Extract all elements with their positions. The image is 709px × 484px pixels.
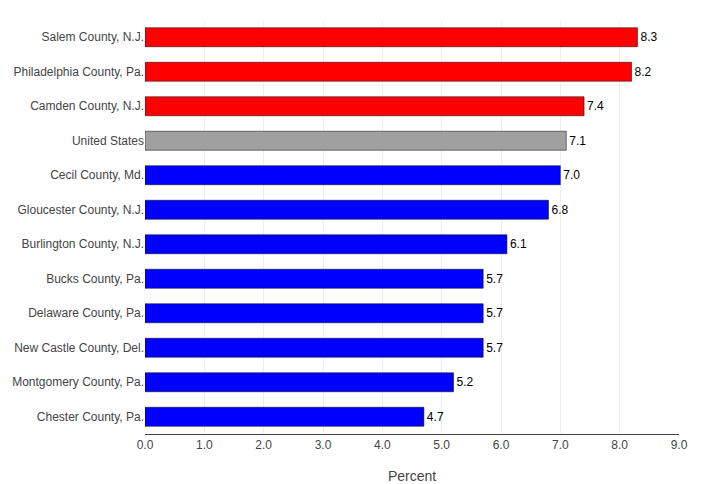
svg-text:2.0: 2.0 (255, 438, 272, 452)
svg-text:5.7: 5.7 (486, 306, 503, 320)
svg-text:Chester County, Pa.: Chester County, Pa. (37, 410, 144, 424)
svg-text:8.0: 8.0 (611, 438, 628, 452)
svg-text:6.0: 6.0 (493, 438, 510, 452)
svg-text:Cecil County, Md.: Cecil County, Md. (50, 168, 144, 182)
svg-text:4.7: 4.7 (427, 410, 444, 424)
svg-text:4.0: 4.0 (374, 438, 391, 452)
svg-text:5.0: 5.0 (433, 438, 450, 452)
svg-text:8.2: 8.2 (635, 65, 652, 79)
svg-text:Salem County, N.J.: Salem County, N.J. (42, 30, 144, 44)
svg-text:New Castle County, Del.: New Castle County, Del. (14, 341, 144, 355)
svg-text:Camden County, N.J.: Camden County, N.J. (30, 99, 144, 113)
svg-text:6.1: 6.1 (510, 237, 527, 251)
svg-text:Philadelphia County, Pa.: Philadelphia County, Pa. (13, 65, 144, 79)
svg-text:3.0: 3.0 (315, 438, 332, 452)
svg-text:6.8: 6.8 (551, 203, 568, 217)
svg-text:9.0: 9.0 (671, 438, 688, 452)
svg-text:Delaware County, Pa.: Delaware County, Pa. (28, 306, 144, 320)
svg-text:8.3: 8.3 (640, 30, 657, 44)
svg-text:Gloucester County, N.J.: Gloucester County, N.J. (18, 203, 145, 217)
svg-text:1.0: 1.0 (196, 438, 213, 452)
svg-text:5.7: 5.7 (486, 341, 503, 355)
svg-text:Bucks County, Pa.: Bucks County, Pa. (46, 272, 144, 286)
svg-text:Burlington County, N.J.: Burlington County, N.J. (21, 237, 144, 251)
svg-text:United States: United States (72, 134, 144, 148)
svg-text:Percent: Percent (388, 468, 436, 484)
svg-text:7.0: 7.0 (563, 168, 580, 182)
svg-text:5.7: 5.7 (486, 272, 503, 286)
svg-text:7.0: 7.0 (552, 438, 569, 452)
svg-text:7.1: 7.1 (569, 134, 586, 148)
svg-text:7.4: 7.4 (587, 99, 604, 113)
svg-text:5.2: 5.2 (457, 375, 474, 389)
svg-text:0.0: 0.0 (137, 438, 154, 452)
svg-text:Montgomery County, Pa.: Montgomery County, Pa. (12, 375, 144, 389)
